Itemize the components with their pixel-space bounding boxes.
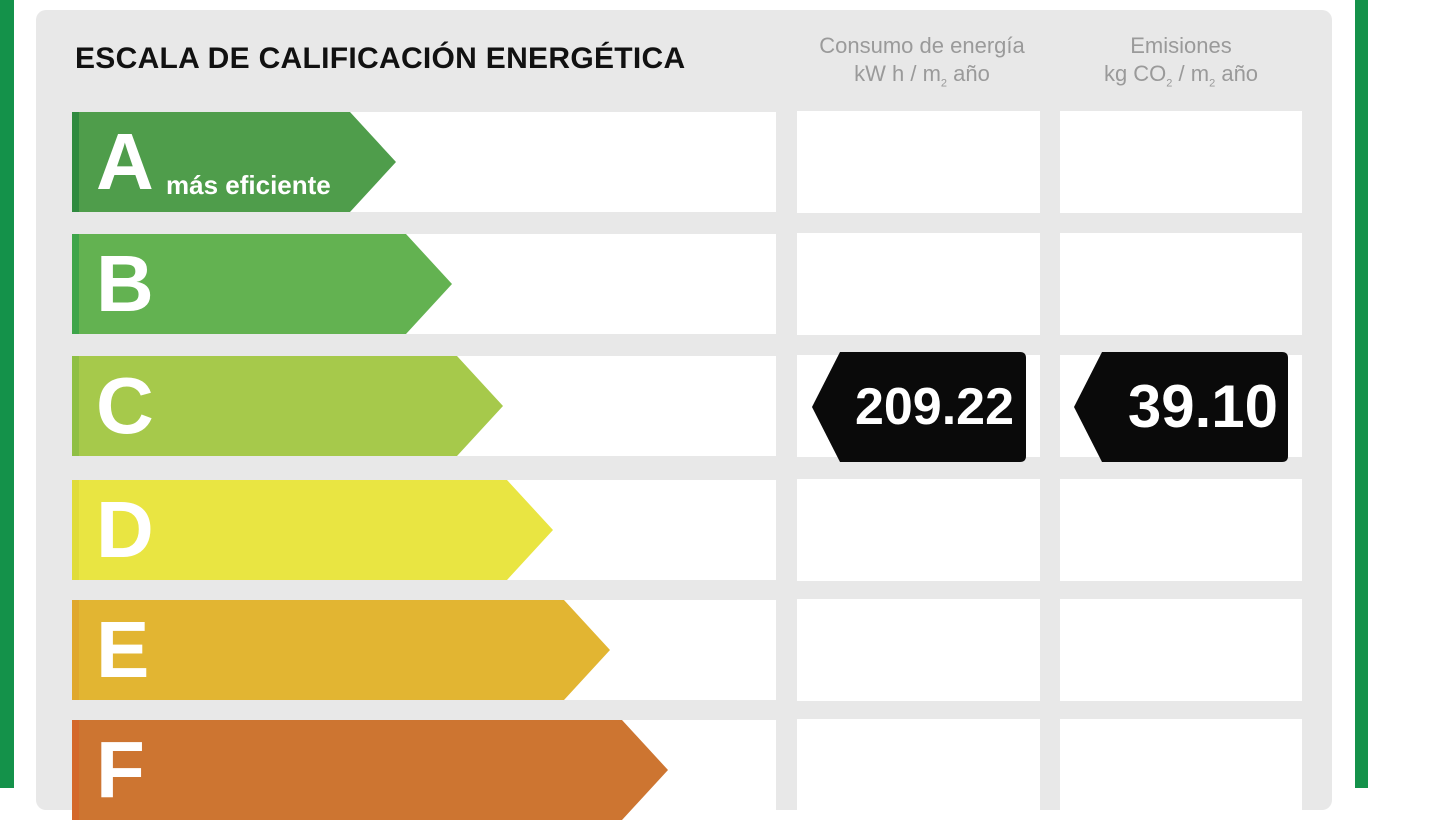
consumption-cell bbox=[797, 111, 1040, 213]
emissions-cell bbox=[1060, 719, 1302, 821]
rating-arrow-d: D bbox=[72, 480, 553, 580]
rating-letter: E bbox=[96, 605, 150, 694]
rating-arrow-c: C bbox=[72, 356, 503, 456]
consumption-cell bbox=[797, 599, 1040, 701]
emissions-column-header: Emisiones kg CO2 / m2 año bbox=[1060, 32, 1302, 97]
rating-letter: F bbox=[96, 725, 145, 814]
rating-sublabel: más eficiente bbox=[166, 170, 331, 200]
rating-arrow-e: E bbox=[72, 600, 610, 700]
consumption-cell bbox=[797, 719, 1040, 821]
consumption-cell bbox=[797, 233, 1040, 335]
rating-letter: A bbox=[96, 117, 154, 206]
consumption-column-header: Consumo de energía kW h / m2 año bbox=[797, 32, 1047, 97]
emissions-value: 39.10 bbox=[1127, 373, 1278, 440]
emissions-header-title: Emisiones bbox=[1130, 33, 1232, 58]
emissions-cell bbox=[1060, 233, 1302, 335]
consumption-value-tag: 209.22 bbox=[812, 352, 1026, 462]
rating-arrow-f: F bbox=[72, 720, 668, 820]
frame-border-left bbox=[0, 0, 14, 788]
rating-arrow-a: A más eficiente bbox=[72, 112, 396, 212]
rating-arrow-b: B bbox=[72, 234, 452, 334]
consumption-header-title: Consumo de energía bbox=[819, 33, 1025, 58]
emissions-units: kg CO2 / m2 año bbox=[1103, 61, 1259, 90]
consumption-cell bbox=[797, 479, 1040, 581]
frame-border-right bbox=[1355, 0, 1368, 788]
rating-letter: C bbox=[96, 361, 154, 450]
consumption-units: kW h / m2 año bbox=[854, 61, 990, 90]
emissions-value-tag: 39.10 bbox=[1074, 352, 1288, 462]
emissions-cell bbox=[1060, 599, 1302, 701]
rating-letter: B bbox=[96, 239, 154, 328]
rating-letter: D bbox=[96, 485, 154, 574]
consumption-value: 209.22 bbox=[854, 378, 1014, 436]
label-title: ESCALA DE CALIFICACIÓN ENERGÉTICA bbox=[75, 42, 686, 75]
emissions-cell bbox=[1060, 111, 1302, 213]
emissions-cell bbox=[1060, 479, 1302, 581]
